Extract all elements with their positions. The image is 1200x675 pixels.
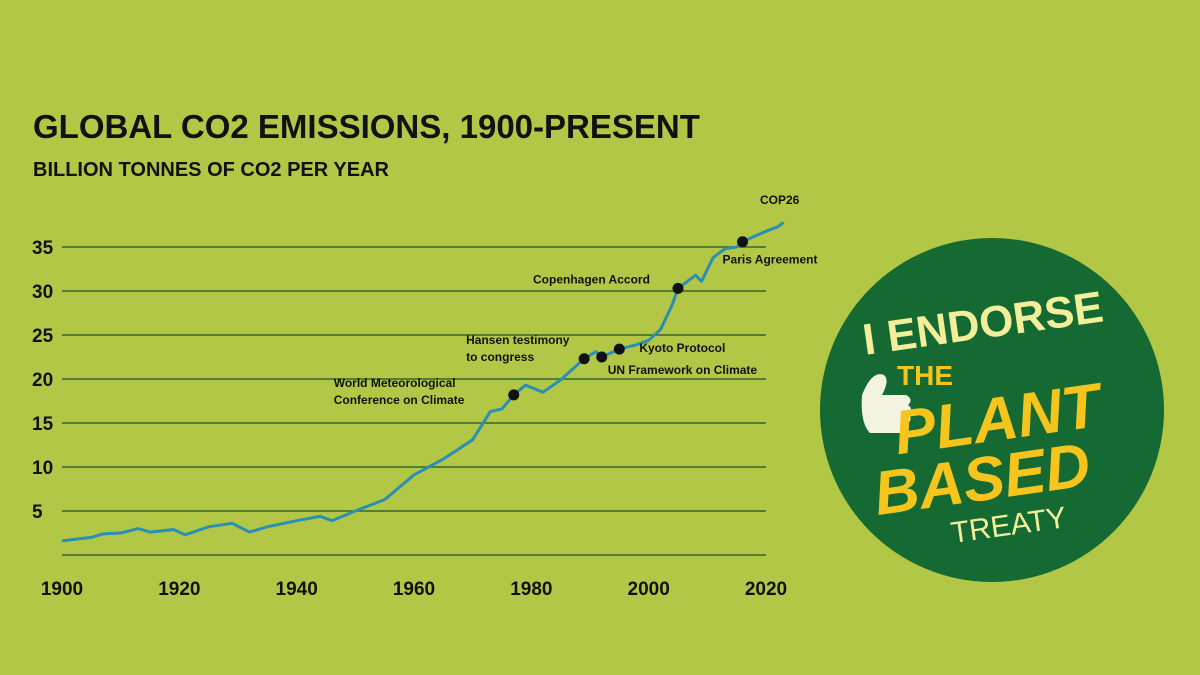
- event-marker: [508, 389, 520, 401]
- y-tick-label: 5: [32, 502, 43, 523]
- event-marker: [613, 343, 625, 355]
- y-tick-label: 30: [32, 282, 53, 303]
- x-tick-label: 1920: [158, 579, 200, 600]
- event-label: UN Framework on Climate: [608, 363, 758, 377]
- y-tick-label: 15: [32, 414, 54, 435]
- x-tick-label: 2000: [628, 579, 670, 600]
- event-marker: [672, 282, 684, 294]
- y-tick-label: 25: [32, 326, 54, 347]
- x-tick-label: 2020: [745, 579, 787, 600]
- event-label: Kyoto Protocol: [639, 341, 725, 355]
- badge: I ENDORSE THE PLANT BASED TREATY: [820, 238, 1164, 582]
- event-label: Conference on Climate: [334, 393, 465, 407]
- event-label: to congress: [466, 350, 534, 364]
- chart-subtitle: BILLION TONNES OF CO2 PER YEAR: [33, 159, 390, 181]
- event-marker: [596, 351, 608, 363]
- end-label: COP26: [760, 193, 800, 207]
- event-label: Paris Agreement: [723, 253, 818, 267]
- y-tick-label: 35: [32, 238, 54, 259]
- x-tick-label: 1980: [510, 579, 552, 600]
- badge-circle: [820, 238, 1164, 582]
- x-tick-label: 1940: [276, 579, 318, 600]
- x-tick-label: 1960: [393, 579, 435, 600]
- y-tick-label: 10: [32, 458, 53, 479]
- event-marker: [737, 236, 749, 248]
- event-label: Copenhagen Accord: [533, 272, 650, 286]
- event-label: Hansen testimony: [466, 333, 570, 347]
- x-tick-label: 1900: [41, 579, 83, 600]
- y-tick-label: 20: [32, 370, 53, 391]
- event-marker: [578, 353, 590, 365]
- badge-line: THE: [897, 360, 953, 391]
- event-label: World Meteorological: [334, 376, 456, 390]
- thumb-icon: [861, 374, 911, 433]
- chart-title: GLOBAL CO2 EMISSIONS, 1900-PRESENT: [33, 108, 700, 145]
